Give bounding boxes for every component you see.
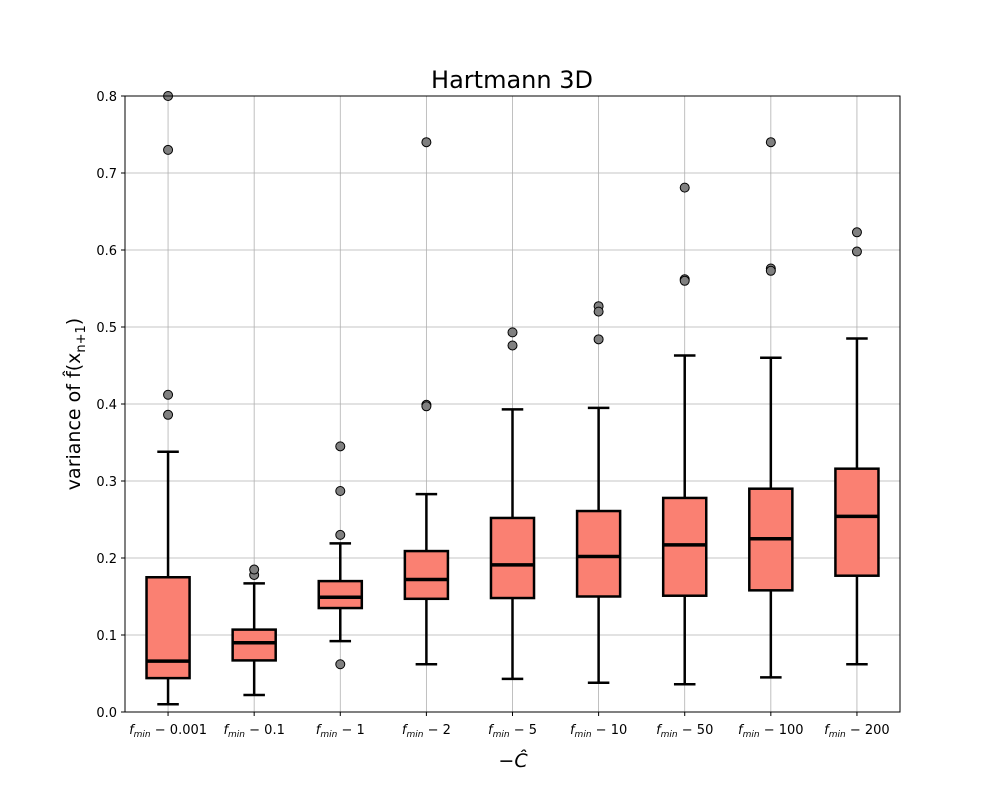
box-group-1 (231, 564, 277, 697)
y-tick-label-8: 0.8 (96, 90, 117, 105)
outlier-point-5-1 (593, 306, 604, 317)
box-8 (834, 467, 880, 577)
box-1 (231, 628, 277, 662)
outlier-point-1-1 (249, 564, 260, 575)
outlier-point-5-2 (593, 334, 604, 345)
x-tick-label-7: fmin − 100 (738, 723, 804, 740)
box-5 (575, 509, 622, 598)
box-2 (317, 579, 364, 610)
box-group-7 (748, 137, 794, 679)
y-tick-label-1: 0.1 (96, 629, 117, 644)
y-tick-label-3: 0.3 (96, 475, 117, 490)
outlier-point-0-2 (163, 389, 174, 400)
y-tick-label-6: 0.6 (96, 244, 117, 259)
y-tick-label-2: 0.2 (96, 552, 117, 567)
outlier-point-8-0 (851, 227, 862, 238)
y-tick-label-5: 0.5 (96, 321, 117, 336)
x-axis-label: −Ĉ (498, 748, 528, 772)
x-tick-label-5: fmin − 10 (570, 723, 627, 740)
box-4 (489, 516, 536, 600)
x-tick-label-0: fmin − 0.001 (129, 723, 207, 740)
outlier-point-3-0 (421, 137, 432, 148)
outlier-point-2-2 (335, 529, 346, 540)
outlier-point-6-2 (679, 275, 690, 286)
x-tick-label-2: fmin − 1 (316, 723, 365, 740)
y-tick-label-7: 0.7 (96, 167, 117, 182)
outlier-point-2-3 (335, 659, 346, 670)
outlier-point-3-2 (421, 401, 432, 412)
y-axis-label: variance of f̂(xn+1) (63, 318, 89, 490)
box-layer (145, 91, 880, 706)
x-tick-label-6: fmin − 50 (656, 723, 713, 740)
outlier-point-7-0 (765, 137, 776, 148)
box-group-4 (489, 327, 536, 681)
outlier-point-2-0 (335, 441, 346, 452)
y-tick-label-4: 0.4 (96, 398, 117, 413)
outlier-point-4-1 (507, 340, 518, 351)
chart-title: Hartmann 3D (431, 66, 593, 94)
outlier-point-7-2 (765, 265, 776, 276)
outlier-point-0-3 (163, 409, 174, 420)
box-0 (145, 576, 191, 680)
outlier-point-0-1 (163, 144, 174, 155)
axis-layer: 0.0 0.1 0.2 0.3 0.4 0.5 0.6 0.7 0.8 fmin − 0.001 f… (96, 90, 901, 740)
x-tick-label-1: fmin − 0.1 (223, 723, 284, 740)
box-6 (661, 496, 708, 597)
y-tick-label-0: 0.0 (96, 706, 117, 721)
x-tick-label-8: fmin − 200 (824, 723, 890, 740)
box-group-0 (145, 91, 191, 706)
x-tick-label-3: fmin − 2 (402, 723, 451, 740)
box-group-6 (661, 182, 708, 686)
outlier-point-6-0 (679, 182, 690, 193)
outlier-point-8-1 (851, 246, 862, 257)
outlier-point-2-1 (335, 486, 346, 497)
box-group-3 (403, 137, 450, 666)
box-group-8 (834, 227, 880, 666)
box-group-2 (317, 441, 364, 670)
x-tick-label-4: fmin − 5 (488, 723, 537, 740)
box-group-5 (575, 301, 622, 684)
outlier-point-4-0 (507, 327, 518, 338)
box-3 (403, 549, 450, 601)
